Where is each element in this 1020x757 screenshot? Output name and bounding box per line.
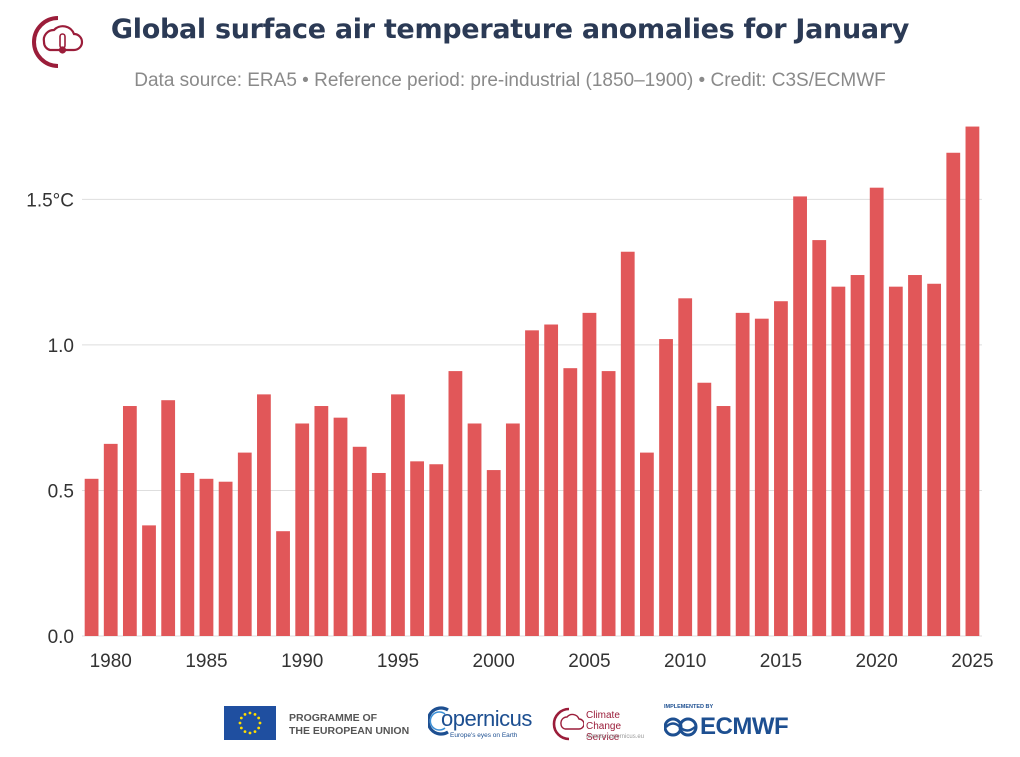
bars xyxy=(84,126,980,637)
eu-star xyxy=(239,716,243,720)
eu-label-line-1: PROGRAMME OF xyxy=(289,712,378,724)
x-tick-label: 2010 xyxy=(664,651,706,672)
bar xyxy=(850,275,865,636)
bar xyxy=(142,525,156,636)
copernicus-name: opernicus xyxy=(441,706,532,731)
bar xyxy=(295,423,310,636)
bar xyxy=(869,187,884,636)
y-tick-label: 0.0 xyxy=(48,627,74,648)
bar xyxy=(793,196,807,636)
x-tick-label: 1985 xyxy=(185,651,227,672)
bar xyxy=(525,330,539,636)
x-axis-ticks: 1980 1985 1990 1995 2000 2005 2010 2015 2020 2025 xyxy=(90,651,994,672)
x-tick-label: 2015 xyxy=(760,651,802,672)
copernicus-c-icon xyxy=(428,706,449,736)
bar xyxy=(467,423,482,636)
bar xyxy=(218,481,233,636)
bar xyxy=(505,423,520,636)
bar xyxy=(697,382,712,636)
c3s-label-line-1: Climate xyxy=(586,710,620,721)
chart-title: Global surface air temperature anomalies… xyxy=(110,14,910,45)
eu-label-line-2: THE EUROPEAN UNION xyxy=(289,725,410,737)
bar xyxy=(410,461,424,636)
bar xyxy=(448,371,463,636)
bar xyxy=(161,400,176,636)
ecmwf-wave-icon xyxy=(664,717,698,737)
bar xyxy=(314,406,329,636)
x-tick-label: 1990 xyxy=(281,651,323,672)
bar xyxy=(371,472,386,636)
c3s-url: climate.copernicus.eu xyxy=(586,734,645,740)
eu-star xyxy=(238,721,242,725)
x-tick-label: 2020 xyxy=(856,651,898,672)
eu-star xyxy=(258,721,262,725)
eu-star xyxy=(248,731,252,735)
x-tick-label: 1995 xyxy=(377,651,419,672)
c3s-footer-logo: Climate Change Service climate.copernicu… xyxy=(552,706,652,746)
eu-star xyxy=(257,716,261,720)
footer-logos: PROGRAMME OF THE EUROPEAN UNION opernicu… xyxy=(0,700,1020,750)
eu-star xyxy=(248,711,252,715)
y-tick-label: 1.0 xyxy=(48,336,74,357)
y-axis-ticks: 0.0 0.5 1.0 1.5°C xyxy=(26,190,74,648)
x-tick-label: 1980 xyxy=(90,651,132,672)
c3s-label-line-2: Change Service xyxy=(586,721,622,743)
bar xyxy=(237,452,252,636)
eu-star xyxy=(253,730,257,734)
c3s-small-icon xyxy=(552,707,584,741)
bar xyxy=(831,286,846,636)
eu-flag-icon xyxy=(224,706,276,740)
eu-star xyxy=(243,730,247,734)
bar xyxy=(678,298,693,636)
x-tick-label: 2005 xyxy=(568,651,610,672)
y-tick-label: 0.5 xyxy=(48,481,74,502)
bar xyxy=(888,286,903,636)
bar-chart: 0.0 0.5 1.0 1.5°C 1980 1985 1990 1995 2000 2005 2… xyxy=(26,126,994,672)
bar xyxy=(429,464,444,636)
eu-star xyxy=(243,712,247,716)
bar xyxy=(582,312,597,636)
bar xyxy=(276,531,290,636)
c3s-label: Climate Change Service xyxy=(586,710,652,743)
copernicus-logo: opernicus Europe's eyes on Earth xyxy=(428,704,532,744)
bar xyxy=(946,152,961,636)
eu-star xyxy=(257,726,261,730)
bar xyxy=(563,368,578,636)
ecmwf-name: ECMWF xyxy=(700,713,789,740)
bar xyxy=(908,275,922,636)
bar xyxy=(486,470,501,636)
bar xyxy=(716,406,731,636)
bar xyxy=(103,443,118,636)
bar xyxy=(735,312,750,636)
bar xyxy=(640,452,654,636)
bar xyxy=(391,394,405,636)
bar xyxy=(754,318,769,636)
ecmwf-logo: IMPLEMENTED BY ECMWF xyxy=(664,702,804,746)
y-tick-label: 1.5°C xyxy=(26,190,74,211)
bar xyxy=(812,240,827,637)
c3s-logo xyxy=(28,12,84,72)
x-tick-label: 2025 xyxy=(951,651,993,672)
eu-star xyxy=(239,726,243,730)
bar xyxy=(620,251,635,636)
bar xyxy=(84,478,99,636)
bar xyxy=(544,324,559,636)
bar xyxy=(774,301,788,636)
bar xyxy=(659,339,673,636)
bar xyxy=(180,472,195,636)
ecmwf-implemented-label: IMPLEMENTED BY xyxy=(664,704,714,710)
eu-programme-label: PROGRAMME OF THE EUROPEAN UNION xyxy=(289,712,409,738)
chart-subtitle: Data source: ERA5 • Reference period: pr… xyxy=(134,70,886,91)
bar xyxy=(927,283,942,636)
x-tick-label: 2000 xyxy=(473,651,515,672)
bar xyxy=(199,478,214,636)
bar xyxy=(122,406,137,636)
bar xyxy=(333,417,348,636)
bar xyxy=(965,126,980,637)
eu-star xyxy=(253,712,257,716)
copernicus-tagline: Europe's eyes on Earth xyxy=(450,732,518,739)
bar xyxy=(257,394,271,636)
bar xyxy=(601,371,616,636)
bar xyxy=(352,446,367,636)
